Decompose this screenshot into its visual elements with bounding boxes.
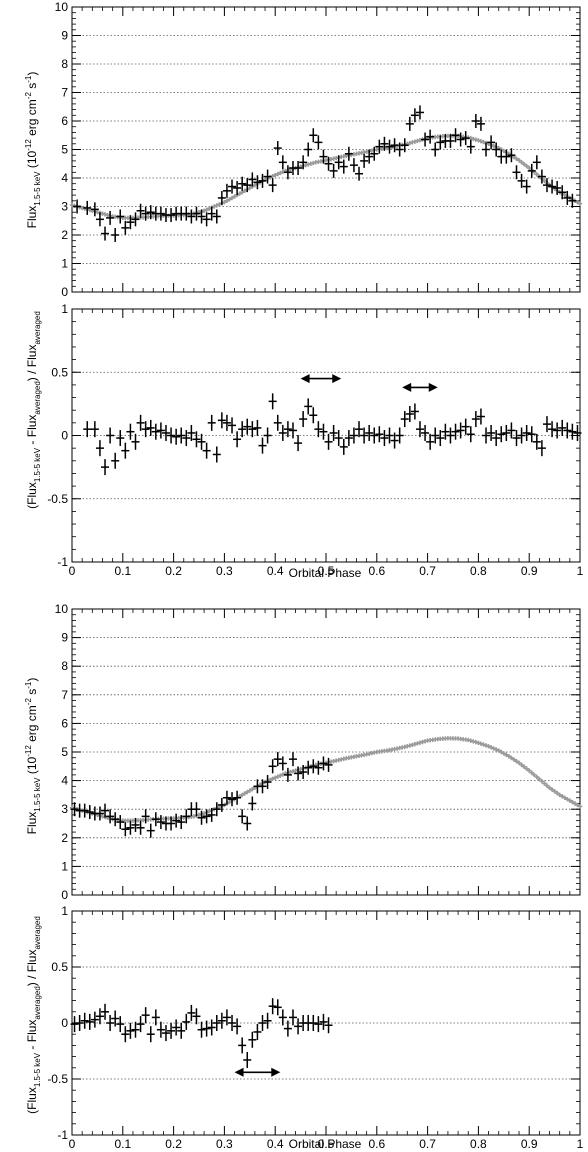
top-flux-ytick-label-10: 10 xyxy=(55,0,69,14)
bottom-flux-series-averaged-model xyxy=(69,736,583,823)
bottom-residual-series-residual xyxy=(70,998,333,1068)
bottom-residual-ytick-label-1: -0.5 xyxy=(47,1072,68,1086)
bottom-residual-xtick-label-9: 0.9 xyxy=(521,1137,538,1151)
bottom-residual-xtick-label-1: 0.1 xyxy=(114,1137,131,1151)
bottom-flux-ytick-label-5: 5 xyxy=(61,745,68,759)
bottom-residual-xtick-label-2: 0.2 xyxy=(165,1137,182,1151)
bottom-flux-ytick-label-4: 4 xyxy=(61,774,68,788)
bottom-flux-ytick-label-0: 0 xyxy=(61,888,68,902)
bottom-resid-ylabel: (Flux1.5-5 keV - Fluxaveraged) / Fluxave… xyxy=(25,916,42,1114)
top-residual-xtick-label-7: 0.7 xyxy=(419,564,436,578)
bottom-residual-xtick-label-10: 1 xyxy=(577,1137,584,1151)
top-residual-xtick-label-2: 0.2 xyxy=(165,564,182,578)
bottom-residual-xtick-label-7: 0.7 xyxy=(419,1137,436,1151)
top-residual-xtick-label-3: 0.3 xyxy=(216,564,233,578)
top-residual-xtick-label-6: 0.6 xyxy=(368,564,385,578)
bottom-residual-xtick-label-8: 0.8 xyxy=(470,1137,487,1151)
top-residual-xtick-label-8: 0.8 xyxy=(470,564,487,578)
top-residual-ytick-label-2: 0 xyxy=(61,429,68,443)
top-residual-arrow-1-head-left xyxy=(402,382,412,392)
top-flux-series-observed xyxy=(73,105,577,242)
top-residual-xtick-label-5: 0.5 xyxy=(318,564,335,578)
top-flux-ytick-label-7: 7 xyxy=(61,86,68,100)
bottom-residual-ytick-label-2: 0 xyxy=(61,1016,68,1030)
bottom-flux-ytick-label-6: 6 xyxy=(61,716,68,730)
bottom-flux-ytick-label-9: 9 xyxy=(61,631,68,645)
top-flux-ytick-label-1: 1 xyxy=(61,257,68,271)
top-residual-xtick-label-0: 0 xyxy=(69,564,76,578)
bottom-residual-arrow-0-head-left xyxy=(234,1067,244,1077)
bottom-flux-ytick-label-7: 7 xyxy=(61,688,68,702)
bottom-residual-arrow-0-head-right xyxy=(271,1067,281,1077)
marks-layer xyxy=(69,105,583,1077)
bottom-residual-ytick-label-4: 1 xyxy=(61,904,68,918)
top-flux-ytick-label-2: 2 xyxy=(61,228,68,242)
top-residual-xtick-label-9: 0.9 xyxy=(521,564,538,578)
top-residual-ytick-label-0: -1 xyxy=(57,555,68,569)
top-flux-ytick-label-5: 5 xyxy=(61,143,68,157)
top-residual-arrow-0-head-left xyxy=(300,374,310,384)
top-xlabel: Orbital Phase xyxy=(289,566,362,580)
bottom-flux-ytick-label-1: 1 xyxy=(61,859,68,873)
top-residual-xtick-label-10: 1 xyxy=(577,564,584,578)
top-residual-ytick-label-4: 1 xyxy=(61,302,68,316)
top-flux-ytick-label-9: 9 xyxy=(61,29,68,43)
bottom-flux-ytick-label-3: 3 xyxy=(61,802,68,816)
bottom-residual-xtick-label-5: 0.5 xyxy=(318,1137,335,1151)
bottom-xlabel: Orbital Phase xyxy=(289,1137,362,1151)
bottom-flux-ytick-label-8: 8 xyxy=(61,659,68,673)
top-residual-ytick-label-1: -0.5 xyxy=(47,492,68,506)
top-flux-ytick-label-6: 6 xyxy=(61,114,68,128)
text-layer: Flux1.5-5 keV (10-12 erg cm-2 s-1) (Flux… xyxy=(24,0,584,1151)
top-flux-ytick-label-8: 8 xyxy=(61,57,68,71)
top-resid-ylabel: (Flux1.5-5 keV - Fluxaveraged) / Fluxave… xyxy=(25,311,42,509)
ticks-layer xyxy=(71,6,581,1136)
grid-layer xyxy=(72,35,580,1080)
top-residual-series-residual xyxy=(83,393,582,476)
top-flux-ylabel: Flux1.5-5 keV (10-12 erg cm-2 s-1) xyxy=(24,72,42,229)
top-residual-xtick-label-4: 0.4 xyxy=(267,564,284,578)
top-flux-series-averaged-model xyxy=(69,133,583,221)
bottom-residual-xtick-label-4: 0.4 xyxy=(267,1137,284,1151)
bottom-residual-ytick-label-0: -1 xyxy=(57,1128,68,1142)
bottom-residual-xtick-label-3: 0.3 xyxy=(216,1137,233,1151)
bottom-residual-xtick-label-0: 0 xyxy=(69,1137,76,1151)
bottom-flux-series-observed xyxy=(70,752,333,838)
bottom-residual-xtick-label-6: 0.6 xyxy=(368,1137,385,1151)
bottom-flux-ytick-label-2: 2 xyxy=(61,831,68,845)
top-flux-ytick-label-4: 4 xyxy=(61,171,68,185)
top-residual-ytick-label-3: 0.5 xyxy=(51,365,68,379)
bottom-residual-ytick-label-3: 0.5 xyxy=(51,960,68,974)
bottom-flux-ylabel: Flux1.5-5 keV (10-12 erg cm-2 s-1) xyxy=(24,678,42,835)
top-residual-arrow-0-head-right xyxy=(332,374,342,384)
top-flux-ytick-label-3: 3 xyxy=(61,200,68,214)
bottom-flux-ytick-label-10: 10 xyxy=(55,602,69,616)
top-residual-arrow-1-head-right xyxy=(428,382,438,392)
top-residual-xtick-label-1: 0.1 xyxy=(114,564,131,578)
top-flux-ytick-label-0: 0 xyxy=(61,285,68,299)
